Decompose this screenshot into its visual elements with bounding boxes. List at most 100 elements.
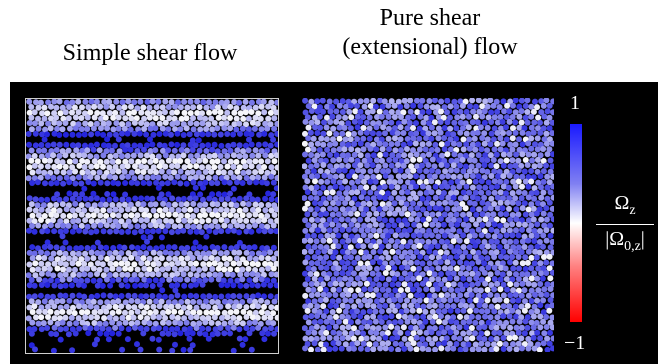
particle xyxy=(432,259,439,266)
right-title-line1: Pure shear xyxy=(379,5,481,31)
particle xyxy=(118,325,125,332)
particle xyxy=(543,227,550,234)
particle xyxy=(115,158,122,165)
particle xyxy=(425,216,432,222)
particle xyxy=(175,303,182,310)
particle xyxy=(51,260,58,267)
particle xyxy=(118,250,125,256)
particle xyxy=(101,315,108,322)
particle xyxy=(496,244,503,250)
particle xyxy=(323,210,330,217)
particle xyxy=(219,315,225,321)
particle xyxy=(401,152,408,159)
particle xyxy=(339,238,346,245)
particle xyxy=(529,330,536,337)
particle xyxy=(413,334,420,341)
particle xyxy=(397,124,404,131)
particle xyxy=(447,254,454,261)
particle xyxy=(48,103,54,110)
particle xyxy=(447,275,453,282)
pure-shear-particles xyxy=(302,98,554,352)
particle xyxy=(354,211,361,217)
particle xyxy=(445,216,452,223)
particle xyxy=(171,299,178,306)
right-panel-title: Pure shear (extensional) flow xyxy=(300,4,560,62)
particle xyxy=(361,103,368,110)
particle xyxy=(531,260,538,267)
particle xyxy=(104,255,111,262)
particle xyxy=(444,183,451,190)
particle xyxy=(370,335,377,341)
particle xyxy=(467,308,473,314)
particle xyxy=(264,299,271,306)
particle xyxy=(315,227,321,234)
particle xyxy=(398,232,405,239)
particle xyxy=(115,308,122,315)
particle xyxy=(506,313,513,320)
particle xyxy=(336,190,343,197)
particle xyxy=(327,281,334,288)
particle xyxy=(169,347,176,353)
particle xyxy=(495,260,501,267)
particle xyxy=(426,260,433,267)
particle xyxy=(254,120,261,127)
particle xyxy=(547,286,554,292)
particle xyxy=(90,298,97,305)
particle xyxy=(243,142,249,149)
particle xyxy=(323,318,330,325)
particle xyxy=(175,196,182,203)
particle xyxy=(469,206,476,213)
particle xyxy=(39,131,46,138)
particle xyxy=(478,178,485,185)
particle xyxy=(72,180,79,187)
particle xyxy=(395,303,401,309)
particle xyxy=(205,121,212,128)
particle xyxy=(360,178,367,185)
particle xyxy=(475,162,482,169)
particle xyxy=(47,222,54,229)
particle xyxy=(524,302,531,309)
particle xyxy=(72,114,79,121)
particle xyxy=(201,265,208,272)
particle xyxy=(346,108,353,115)
particle xyxy=(187,110,194,117)
particle xyxy=(463,130,470,137)
particle xyxy=(192,174,199,181)
particle xyxy=(535,179,542,186)
particle xyxy=(199,164,205,171)
particle xyxy=(543,270,550,276)
particle xyxy=(174,141,181,148)
particle xyxy=(112,174,119,181)
particle xyxy=(258,266,265,273)
particle xyxy=(540,125,547,132)
particle xyxy=(311,211,318,218)
particle xyxy=(304,307,311,314)
particle xyxy=(28,330,35,337)
particle xyxy=(357,140,364,147)
particle xyxy=(44,196,51,203)
particle xyxy=(29,319,36,326)
particle xyxy=(257,115,264,122)
particle xyxy=(221,179,228,186)
colorbar-label: Ωz |Ω0,z| xyxy=(596,190,654,261)
particle xyxy=(119,99,126,106)
particle xyxy=(522,103,529,109)
particle xyxy=(338,162,345,169)
particle xyxy=(192,142,199,149)
particle xyxy=(32,196,39,203)
particle xyxy=(433,109,439,116)
particle xyxy=(485,319,492,326)
particle xyxy=(234,277,241,284)
particle xyxy=(466,329,473,336)
particle xyxy=(243,175,250,181)
particle xyxy=(540,309,547,316)
particle xyxy=(463,227,470,233)
particle xyxy=(73,320,80,327)
particle xyxy=(308,98,315,105)
particle xyxy=(96,277,103,284)
particle xyxy=(57,292,64,299)
particle xyxy=(168,206,175,213)
particle xyxy=(547,211,554,218)
particle xyxy=(515,287,522,294)
particle xyxy=(481,260,488,267)
